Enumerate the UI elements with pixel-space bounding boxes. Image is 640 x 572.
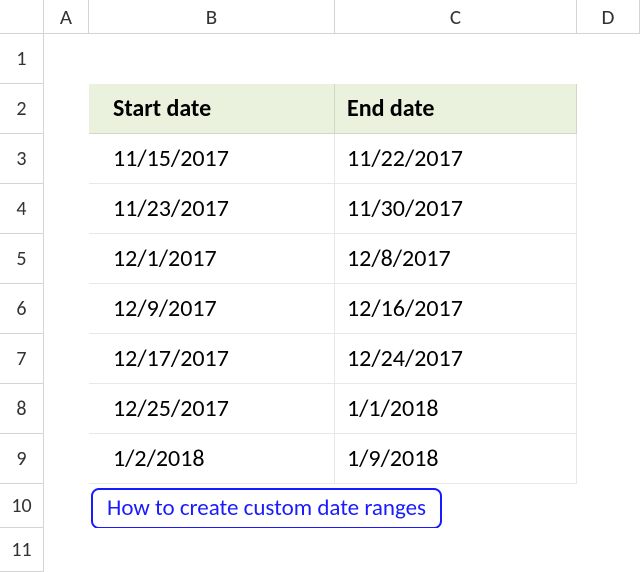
row-header-3[interactable]: 3 (0, 134, 44, 184)
cell-D4[interactable] (577, 184, 640, 234)
row-header-9[interactable]: 9 (0, 434, 44, 484)
cell-D11[interactable] (577, 528, 640, 572)
cell-C11[interactable] (335, 528, 577, 572)
cell-A2[interactable] (44, 84, 89, 134)
cell-A5[interactable] (44, 234, 89, 284)
cell-D5[interactable] (577, 234, 640, 284)
caption-container: How to create custom date ranges (89, 484, 577, 528)
select-all-corner[interactable] (0, 0, 44, 34)
col-header-A[interactable]: A (44, 0, 89, 34)
table-row[interactable]: 11/22/2017 (335, 134, 577, 184)
table-row[interactable]: 12/17/2017 (89, 334, 335, 384)
cell-A4[interactable] (44, 184, 89, 234)
row-header-10[interactable]: 10 (0, 484, 44, 528)
cell-A8[interactable] (44, 384, 89, 434)
table-row[interactable]: 11/23/2017 (89, 184, 335, 234)
cell-A9[interactable] (44, 434, 89, 484)
row-header-5[interactable]: 5 (0, 234, 44, 284)
cell-A1[interactable] (44, 34, 89, 84)
row-header-8[interactable]: 8 (0, 384, 44, 434)
col-header-B[interactable]: B (89, 0, 335, 34)
table-row[interactable]: 12/25/2017 (89, 384, 335, 434)
cell-A11[interactable] (44, 528, 89, 572)
table-row[interactable]: 12/9/2017 (89, 284, 335, 334)
table-row[interactable]: 12/24/2017 (335, 334, 577, 384)
row-header-2[interactable]: 2 (0, 84, 44, 134)
table-row[interactable]: 11/15/2017 (89, 134, 335, 184)
cell-D10[interactable] (577, 484, 640, 528)
cell-A10[interactable] (44, 484, 89, 528)
table-row[interactable]: 1/9/2018 (335, 434, 577, 484)
cell-B1[interactable] (89, 34, 335, 84)
col-header-C[interactable]: C (335, 0, 577, 34)
cell-A6[interactable] (44, 284, 89, 334)
cell-D2[interactable] (577, 84, 640, 134)
col-header-D[interactable]: D (577, 0, 640, 34)
table-header-end-date[interactable]: End date (335, 84, 577, 134)
cell-B11[interactable] (89, 528, 335, 572)
caption-box[interactable]: How to create custom date ranges (91, 488, 442, 529)
cell-D8[interactable] (577, 384, 640, 434)
cell-C1[interactable] (335, 34, 577, 84)
cell-D9[interactable] (577, 434, 640, 484)
table-row[interactable]: 12/16/2017 (335, 284, 577, 334)
cell-A3[interactable] (44, 134, 89, 184)
table-row[interactable]: 1/2/2018 (89, 434, 335, 484)
cell-D3[interactable] (577, 134, 640, 184)
row-header-1[interactable]: 1 (0, 34, 44, 84)
cell-D1[interactable] (577, 34, 640, 84)
row-header-7[interactable]: 7 (0, 334, 44, 384)
row-header-4[interactable]: 4 (0, 184, 44, 234)
row-header-6[interactable]: 6 (0, 284, 44, 334)
table-header-start-date[interactable]: Start date (89, 84, 335, 134)
table-row[interactable]: 11/30/2017 (335, 184, 577, 234)
cell-D6[interactable] (577, 284, 640, 334)
cell-D7[interactable] (577, 334, 640, 384)
cell-A7[interactable] (44, 334, 89, 384)
table-row[interactable]: 12/1/2017 (89, 234, 335, 284)
row-header-11[interactable]: 11 (0, 528, 44, 572)
table-row[interactable]: 12/8/2017 (335, 234, 577, 284)
spreadsheet-grid: A B C D 1 2 Start date End date 3 11/15/… (0, 0, 640, 572)
table-row[interactable]: 1/1/2018 (335, 384, 577, 434)
